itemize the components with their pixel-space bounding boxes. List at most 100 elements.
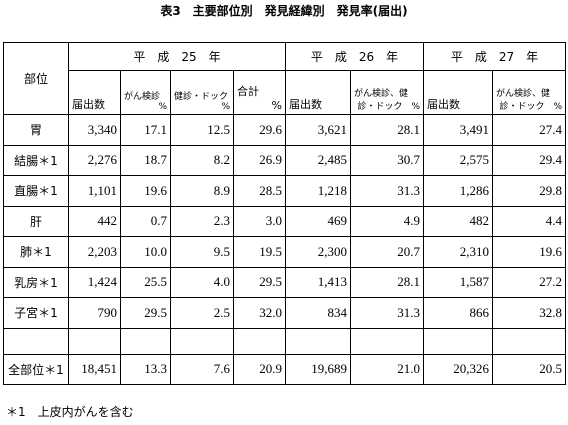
subheader-line: 合計 [237,85,259,98]
cell: 29.5 [233,266,286,298]
cell: 3,491 [423,114,493,146]
table-row: 肝 442 0.7 2.3 3.0 469 4.9 482 4.4 [3,205,566,237]
row-label: 子宮＊1 [3,297,69,329]
cell: 8.9 [170,175,234,207]
cell: 9.5 [170,236,234,268]
cell: 32.0 [233,297,286,329]
subheader: 届出数 [285,70,351,115]
cell: 2,276 [68,144,121,176]
empty-cell [170,327,234,355]
cell: 1,424 [68,266,121,298]
corner: 部位 [3,42,69,115]
cell: 4.9 [350,205,424,237]
cell: 8.2 [170,144,234,176]
cell: 28.1 [350,266,424,298]
cell: 1,218 [285,175,351,207]
cell: 2,485 [285,144,351,176]
cell: 2.3 [170,205,234,237]
cell: 834 [285,297,351,329]
cell: 442 [68,205,121,237]
subheader-line: 届出数 [289,98,322,111]
cell: 20.7 [350,236,424,268]
cell: 3.0 [233,205,286,237]
cell: 17.1 [120,114,171,146]
subheader-line: % [158,102,167,112]
cell: 20.5 [492,353,566,385]
table-row: 全部位＊1 18,451 13.3 7.6 20.9 19,689 21.0 20,326 20… [3,353,566,385]
cell: 31.3 [350,297,424,329]
subheader-line: がん検診、健 [496,89,551,99]
cell: 27.4 [492,114,566,146]
empty-row [3,327,566,355]
cell: 19.6 [492,236,566,268]
footnote: ＊1 上皮内がんを含む [6,405,134,419]
cell: 790 [68,297,121,329]
table-row: 乳房＊1 1,424 25.5 4.0 29.5 1,413 28.1 1,587 27.2 [3,266,566,298]
empty-cell [3,327,69,355]
table-row: 直腸＊1 1,101 19.6 8.9 28.5 1,218 31.3 1,286 29.8 [3,175,566,207]
cell: 2,310 [423,236,493,268]
row-label: 肝 [3,205,69,237]
subheader-line: % [221,102,230,112]
cell: 19,689 [285,353,351,385]
cell: 469 [285,205,351,237]
table-row: 子宮＊1 790 29.5 2.5 32.0 834 31.3 866 32.8 [3,297,566,329]
cell: 1,413 [285,266,351,298]
cell: 21.0 [350,353,424,385]
empty-cell [68,327,121,355]
table-row: 結腸＊1 2,276 18.7 8.2 26.9 2,485 30.7 2,575 29.4 [3,144,566,176]
cell: 2.5 [170,297,234,329]
row-label: 直腸＊1 [3,175,69,207]
cell: 26.9 [233,144,286,176]
row-label: 肺＊1 [3,236,69,268]
cell: 3,340 [68,114,121,146]
cell: 2,300 [285,236,351,268]
row-label: 結腸＊1 [3,144,69,176]
cell: 12.5 [170,114,234,146]
subheader-line: 届出数 [72,98,105,111]
cell: 13.3 [120,353,171,385]
subheader-line: 診・ドック % [499,102,562,112]
subheader: がん検診、健診・ドック % [492,70,566,115]
table-row: 胃 3,340 17.1 12.5 29.6 3,621 28.1 3,491 27.4 [3,114,566,146]
subheader-line: がん検診、健 [354,89,409,99]
cell: 18,451 [68,353,121,385]
cell: 4.4 [492,205,566,237]
cell: 1,286 [423,175,493,207]
cell: 30.7 [350,144,424,176]
cell: 482 [423,205,493,237]
subheader: 届出数 [423,70,493,115]
cell: 25.5 [120,266,171,298]
year-header: 平 成 27 年 [423,42,566,71]
subheader-line: % [271,99,282,112]
subheader-line: 健診・ドック [174,92,229,102]
header-row: 部位 平 成 25 年 平 成 26 年 平 成 27 年 [3,42,566,115]
subheader-line: 診・ドック % [357,102,420,112]
subheader-line: がん検診 [124,92,161,102]
cell: 1,101 [68,175,121,207]
cell: 19.6 [120,175,171,207]
empty-cell [285,327,351,355]
cell: 29.5 [120,297,171,329]
cell: 7.6 [170,353,234,385]
cell: 2,203 [68,236,121,268]
cell: 28.5 [233,175,286,207]
cell: 20,326 [423,353,493,385]
empty-cell [423,327,493,355]
year-header: 平 成 26 年 [285,42,424,71]
empty-cell [350,327,424,355]
cell: 29.6 [233,114,286,146]
subheader: 健診・ドック% [170,70,234,115]
subheader-line: 届出数 [427,98,460,111]
cell: 4.0 [170,266,234,298]
table-body: 部位 平 成 25 年 平 成 26 年 平 成 27 年 届出数 がん検診% 健診… [3,42,566,385]
cell: 32.8 [492,297,566,329]
cell: 27.2 [492,266,566,298]
cell: 866 [423,297,493,329]
title: 表3 主要部位別 発見経緯別 発見率(届出) [160,4,408,18]
cell: 1,587 [423,266,493,298]
cell: 0.7 [120,205,171,237]
table: 部位 平 成 25 年 平 成 26 年 平 成 27 年 届出数 がん検診% 健診… [3,42,566,385]
row-label: 全部位＊1 [3,353,69,385]
